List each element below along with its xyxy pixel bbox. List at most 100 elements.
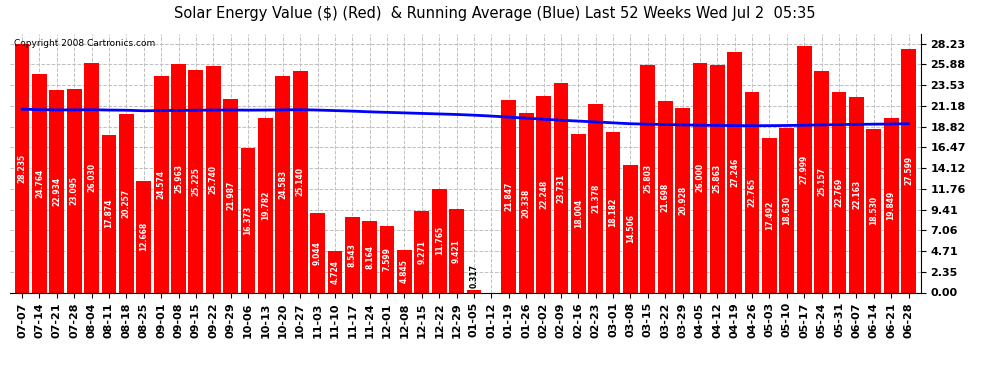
Bar: [901, 49, 916, 292]
Text: 21.987: 21.987: [226, 181, 236, 210]
Bar: [432, 189, 446, 292]
Text: 22.248: 22.248: [539, 180, 548, 209]
Bar: [744, 92, 759, 292]
Text: 9.044: 9.044: [313, 241, 322, 265]
Text: 4.724: 4.724: [331, 260, 340, 284]
Text: 25.740: 25.740: [209, 165, 218, 194]
Text: 21.847: 21.847: [504, 182, 513, 211]
Text: 9.271: 9.271: [418, 240, 427, 264]
Text: 25.157: 25.157: [817, 167, 826, 196]
Text: 4.845: 4.845: [400, 259, 409, 283]
Text: 19.782: 19.782: [261, 190, 270, 220]
Text: 26.000: 26.000: [695, 164, 705, 192]
Text: 18.004: 18.004: [574, 198, 583, 228]
Bar: [275, 76, 290, 292]
Bar: [50, 90, 64, 292]
Text: 18.182: 18.182: [609, 198, 618, 227]
Text: 12.668: 12.668: [140, 222, 148, 251]
Text: 23.731: 23.731: [556, 173, 565, 202]
Bar: [866, 129, 881, 292]
Bar: [762, 138, 777, 292]
Text: 25.963: 25.963: [174, 164, 183, 193]
Bar: [415, 211, 430, 292]
Bar: [153, 76, 168, 292]
Text: 26.030: 26.030: [87, 163, 96, 192]
Bar: [345, 217, 359, 292]
Bar: [693, 63, 707, 292]
Text: 22.934: 22.934: [52, 177, 61, 206]
Bar: [137, 181, 151, 292]
Bar: [449, 210, 464, 292]
Text: 7.599: 7.599: [382, 247, 392, 271]
Text: 28.235: 28.235: [18, 153, 27, 183]
Bar: [641, 65, 655, 292]
Text: 21.378: 21.378: [591, 184, 600, 213]
Text: 24.583: 24.583: [278, 170, 287, 199]
Bar: [675, 108, 690, 292]
Bar: [553, 83, 568, 292]
Bar: [328, 251, 343, 292]
Text: 24.574: 24.574: [156, 170, 165, 199]
Text: 27.246: 27.246: [731, 158, 740, 187]
Text: 11.765: 11.765: [435, 226, 444, 255]
Text: 25.225: 25.225: [191, 167, 200, 196]
Text: 18.530: 18.530: [869, 196, 878, 225]
Bar: [657, 101, 672, 292]
Bar: [293, 71, 308, 292]
Bar: [519, 113, 534, 292]
Bar: [119, 114, 134, 292]
Text: 27.599: 27.599: [904, 156, 913, 186]
Text: 8.543: 8.543: [347, 243, 356, 267]
Bar: [32, 74, 47, 292]
Bar: [258, 118, 273, 292]
Text: 20.257: 20.257: [122, 189, 131, 218]
Bar: [15, 44, 30, 292]
Bar: [241, 148, 255, 292]
Text: 16.373: 16.373: [244, 206, 252, 235]
Bar: [224, 99, 238, 292]
Text: 25.803: 25.803: [644, 164, 652, 194]
Bar: [171, 64, 186, 292]
Bar: [66, 89, 81, 292]
Text: 9.421: 9.421: [452, 239, 461, 263]
Bar: [884, 118, 899, 292]
Text: 21.698: 21.698: [660, 182, 669, 212]
Text: 24.764: 24.764: [35, 169, 44, 198]
Bar: [779, 128, 794, 292]
Bar: [832, 92, 846, 292]
Bar: [310, 213, 325, 292]
Bar: [84, 63, 99, 292]
Text: 19.849: 19.849: [887, 190, 896, 220]
Text: 22.769: 22.769: [835, 177, 843, 207]
Bar: [188, 70, 203, 292]
Text: 17.874: 17.874: [105, 199, 114, 228]
Bar: [728, 53, 742, 292]
Bar: [797, 46, 812, 292]
Bar: [814, 71, 829, 292]
Bar: [397, 250, 412, 292]
Text: Solar Energy Value ($) (Red)  & Running Average (Blue) Last 52 Weeks Wed Jul 2  : Solar Energy Value ($) (Red) & Running A…: [174, 6, 816, 21]
Text: 22.765: 22.765: [747, 178, 756, 207]
Text: 22.163: 22.163: [851, 180, 861, 209]
Bar: [537, 96, 550, 292]
Bar: [606, 132, 621, 292]
Text: 14.506: 14.506: [626, 214, 635, 243]
Bar: [102, 135, 117, 292]
Bar: [849, 97, 863, 292]
Text: Copyright 2008 Cartronics.com: Copyright 2008 Cartronics.com: [15, 39, 155, 48]
Text: 25.863: 25.863: [713, 164, 722, 193]
Text: 18.630: 18.630: [782, 196, 791, 225]
Text: 27.999: 27.999: [800, 154, 809, 184]
Text: 23.095: 23.095: [69, 176, 79, 205]
Bar: [501, 100, 516, 292]
Text: 20.928: 20.928: [678, 186, 687, 215]
Bar: [206, 66, 221, 292]
Text: 20.338: 20.338: [522, 188, 531, 218]
Text: 17.492: 17.492: [765, 201, 774, 230]
Bar: [362, 220, 377, 292]
Bar: [588, 104, 603, 292]
Bar: [710, 64, 725, 292]
Bar: [571, 134, 586, 292]
Bar: [380, 225, 394, 292]
Text: 0.317: 0.317: [469, 264, 478, 288]
